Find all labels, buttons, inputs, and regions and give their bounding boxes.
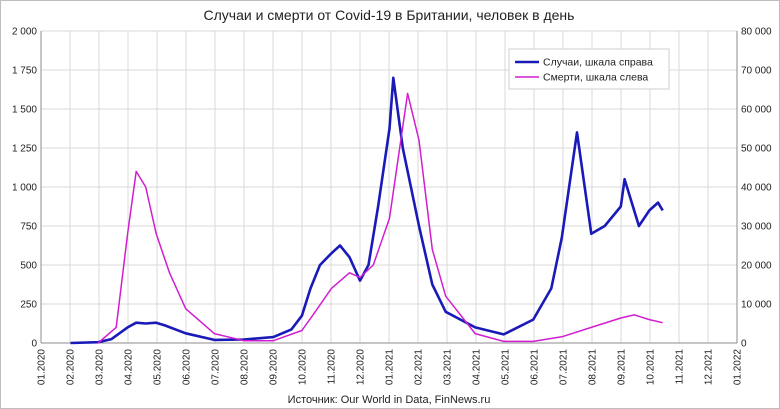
y-right-tick-label: 30 000 <box>741 222 772 233</box>
x-tick-label: 11.2020 <box>327 349 338 385</box>
x-tick-label: 08.2020 <box>240 349 251 386</box>
x-tick-label: 11.2021 <box>675 349 686 385</box>
legend-cases-label: Случаи, шкала справа <box>543 57 653 69</box>
legend-box <box>508 48 670 90</box>
x-tick-label: 06.2020 <box>182 349 193 386</box>
x-tick-label: 12.2020 <box>356 349 367 386</box>
y-right-tick-label: 50 000 <box>741 144 772 155</box>
x-tick-label: 08.2021 <box>588 349 599 386</box>
x-tick-label: 09.2020 <box>269 349 280 386</box>
y-right-tick-label: 70 000 <box>741 66 772 77</box>
y-left-tick-label: 250 <box>20 300 37 311</box>
y-left-tick-label: 0 <box>31 339 37 350</box>
legend-deaths-label: Смерти, шкала слева <box>543 72 648 84</box>
x-tick-label: 12.2021 <box>704 349 715 386</box>
y-left-tick-label: 1 750 <box>12 66 37 77</box>
y-left-tick-label: 1 500 <box>12 105 37 116</box>
y-left-tick-label: 1 000 <box>12 183 37 194</box>
cases-series-line <box>70 76 664 345</box>
x-tick-label: 02.2021 <box>414 349 425 386</box>
y-right-tick-label: 0 <box>741 339 747 350</box>
y-right-tick-label: 60 000 <box>741 105 772 116</box>
y-left-tick-label: 1 250 <box>12 144 37 155</box>
x-tick-label: 05.2020 <box>153 349 164 386</box>
x-tick-label: 10.2021 <box>646 349 657 386</box>
x-tick-label: 07.2021 <box>559 349 570 386</box>
y-right-tick-label: 80 000 <box>741 27 772 38</box>
y-right-tick-label: 20 000 <box>741 261 772 272</box>
x-tick-label: 09.2021 <box>617 349 628 386</box>
y-left-tick-label: 500 <box>20 261 37 272</box>
x-tick-label: 10.2020 <box>298 349 309 386</box>
x-tick-label: 06.2021 <box>530 349 541 386</box>
source-note: Источник: Our World in Data, FinNews.ru <box>288 394 491 406</box>
x-tick-label: 05.2021 <box>501 349 512 386</box>
chart-title: Случаи и смерти от Covid-19 в Британии, … <box>204 7 575 23</box>
x-tick-label: 07.2020 <box>211 349 222 386</box>
x-tick-label: 04.2021 <box>472 349 483 386</box>
x-tick-label: 01.2021 <box>385 349 396 386</box>
x-tick-label: 03.2021 <box>443 349 454 386</box>
y-left-tick-label: 2 000 <box>12 27 37 38</box>
y-right-tick-label: 40 000 <box>741 183 772 194</box>
x-tick-label: 01.2020 <box>37 349 48 386</box>
x-tick-label: 01.2022 <box>733 349 744 386</box>
x-tick-label: 04.2020 <box>124 349 135 386</box>
x-tick-label: 03.2020 <box>95 349 106 386</box>
y-left-tick-label: 750 <box>20 222 37 233</box>
deaths-series-line <box>97 92 663 344</box>
x-tick-label: 02.2020 <box>66 349 77 386</box>
y-right-tick-label: 10 000 <box>741 300 772 311</box>
